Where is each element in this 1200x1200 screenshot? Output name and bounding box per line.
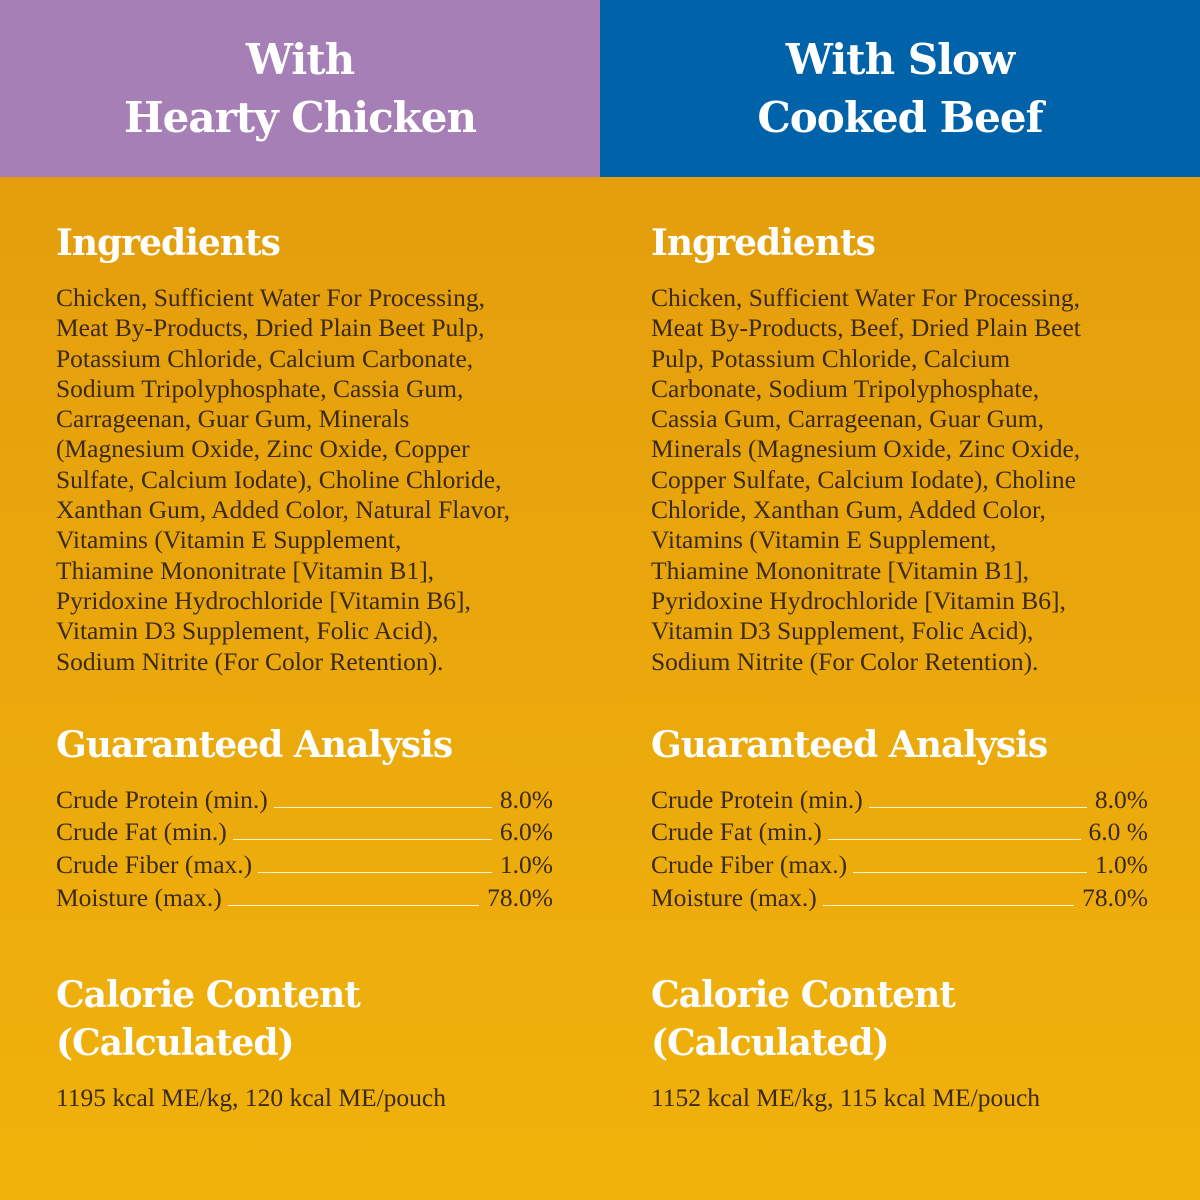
ingredients-line: Vitamins (Vitamin E Supplement, — [651, 525, 997, 555]
title-line: Hearty Chicken — [123, 92, 477, 142]
analysis-heading: Guaranteed Analysis — [651, 724, 1048, 766]
leader-line — [827, 839, 1081, 841]
ingredients-line: Potassium Chloride, Calcium Carbonate, — [56, 343, 474, 373]
leader-line — [822, 904, 1075, 906]
ingredients-line: Vitamin D3 Supplement, Folic Acid), — [651, 616, 1034, 646]
analysis-table: Crude Protein (min.) 8.0% Crude Fat (min.)… — [56, 782, 553, 913]
chicken-header: With Hearty Chicken — [0, 0, 600, 177]
ingredients-line: Meat By-Products, Dried Plain Beet Pulp, — [56, 313, 485, 343]
calorie-heading: Calorie Content (Calculated) — [651, 971, 956, 1067]
beef-header: With Slow Cooked Beef — [600, 0, 1200, 177]
ingredients-heading: Ingredients — [651, 222, 876, 264]
calorie-text: 1195 kcal ME/kg, 120 kcal ME/pouch — [56, 1083, 446, 1112]
analysis-value: 1.0% — [499, 850, 553, 880]
calorie-heading-line: (Calculated) — [56, 1022, 295, 1064]
analysis-heading: Guaranteed Analysis — [56, 724, 453, 766]
ingredients-line: Sodium Tripolyphosphate, Cassia Gum, — [56, 373, 464, 403]
ingredients-line: Minerals (Magnesium Oxide, Zinc Oxide, — [651, 434, 1081, 464]
analysis-value: 78.0% — [487, 882, 553, 912]
analysis-value: 1.0% — [1094, 850, 1148, 880]
ingredients-line: Meat By-Products, Beef, Dried Plain Beet — [651, 313, 1081, 343]
title-line: Cooked Beef — [757, 92, 1043, 142]
ingredients-line: Copper Sulfate, Calcium Iodate), Choline — [651, 464, 1076, 494]
analysis-label: Crude Fiber (max.) — [651, 850, 848, 880]
calorie-heading-line: Calorie Content — [651, 974, 956, 1016]
ingredients-heading: Ingredients — [56, 222, 281, 264]
ingredients-line: Chicken, Sufficient Water For Processing… — [651, 283, 1081, 312]
ingredients-line: Vitamin D3 Supplement, Folic Acid), — [56, 616, 439, 646]
analysis-value: 78.0% — [1082, 882, 1148, 912]
ingredients-line: Carrageenan, Guar Gum, Minerals — [56, 404, 410, 434]
analysis-label: Crude Fat (min.) — [56, 817, 227, 847]
analysis-row: Crude Protein (min.) 8.0% — [651, 782, 1148, 815]
ingredients-line: Pulp, Potassium Chloride, Calcium — [651, 343, 1011, 373]
ingredients-line: Carbonate, Sodium Tripolyphosphate, — [651, 373, 1040, 403]
ingredients-list: Chicken, Sufficient Water For Processing… — [651, 283, 1081, 677]
analysis-label: Crude Fat (min.) — [651, 817, 822, 847]
analysis-row: Moisture (max.) 78.0% — [56, 880, 553, 913]
analysis-row: Crude Fat (min.) 6.0% — [56, 815, 553, 848]
analysis-label: Crude Protein (min.) — [56, 784, 268, 814]
leader-line — [853, 872, 1087, 874]
analysis-row: Crude Protein (min.) 8.0% — [56, 782, 553, 815]
analysis-table: Crude Protein (min.) 8.0% Crude Fat (min.)… — [651, 782, 1148, 913]
ingredients-line: Chloride, Xanthan Gum, Added Color, — [651, 495, 1046, 525]
ingredients-line: Sodium Nitrite (For Color Retention). — [56, 646, 444, 676]
calorie-heading-line: Calorie Content — [56, 974, 361, 1016]
ingredients-line: Chicken, Sufficient Water For Processing… — [56, 283, 486, 312]
calorie-text: 1152 kcal ME/kg, 115 kcal ME/pouch — [651, 1083, 1041, 1112]
analysis-row: Moisture (max.) 78.0% — [651, 880, 1148, 913]
analysis-label: Moisture (max.) — [56, 882, 222, 912]
analysis-value: 6.0% — [499, 817, 553, 847]
ingredients-line: Vitamins (Vitamin E Supplement, — [56, 525, 402, 555]
leader-line — [273, 806, 492, 808]
ingredients-line: Pyridoxine Hydrochloride [Vitamin B6], — [651, 585, 1066, 615]
analysis-value: 6.0 % — [1088, 817, 1149, 847]
ingredients-line: Sodium Nitrite (For Color Retention). — [651, 646, 1039, 676]
beef-title: With Slow Cooked Beef — [757, 31, 1043, 147]
analysis-row: Crude Fiber (max.) 1.0% — [56, 847, 553, 880]
analysis-label: Crude Protein (min.) — [651, 784, 863, 814]
analysis-value: 8.0% — [499, 784, 553, 814]
ingredients-line: Thiamine Mononitrate [Vitamin B1], — [651, 555, 1030, 585]
ingredients-line: (Magnesium Oxide, Zinc Oxide, Copper — [56, 434, 470, 464]
title-line: With Slow — [785, 34, 1015, 84]
calorie-heading-line: (Calculated) — [651, 1022, 890, 1064]
leader-line — [232, 839, 492, 841]
chicken-title: With Hearty Chicken — [123, 31, 477, 147]
title-line: With — [245, 34, 355, 84]
leader-line — [258, 872, 492, 874]
ingredients-line: Cassia Gum, Carrageenan, Guar Gum, — [651, 404, 1045, 434]
leader-line — [868, 806, 1087, 808]
analysis-row: Crude Fat (min.) 6.0 % — [651, 815, 1148, 848]
ingredients-line: Xanthan Gum, Added Color, Natural Flavor… — [56, 495, 511, 525]
analysis-label: Crude Fiber (max.) — [56, 850, 253, 880]
calorie-heading: Calorie Content (Calculated) — [56, 971, 361, 1067]
ingredients-line: Sulfate, Calcium Iodate), Choline Chlori… — [56, 464, 502, 494]
analysis-row: Crude Fiber (max.) 1.0% — [651, 847, 1148, 880]
analysis-label: Moisture (max.) — [651, 882, 817, 912]
analysis-value: 8.0% — [1094, 784, 1148, 814]
leader-line — [227, 904, 480, 906]
ingredients-list: Chicken, Sufficient Water For Processing… — [56, 283, 510, 677]
ingredients-line: Thiamine Mononitrate [Vitamin B1], — [56, 555, 435, 585]
ingredients-line: Pyridoxine Hydrochloride [Vitamin B6], — [56, 585, 471, 615]
